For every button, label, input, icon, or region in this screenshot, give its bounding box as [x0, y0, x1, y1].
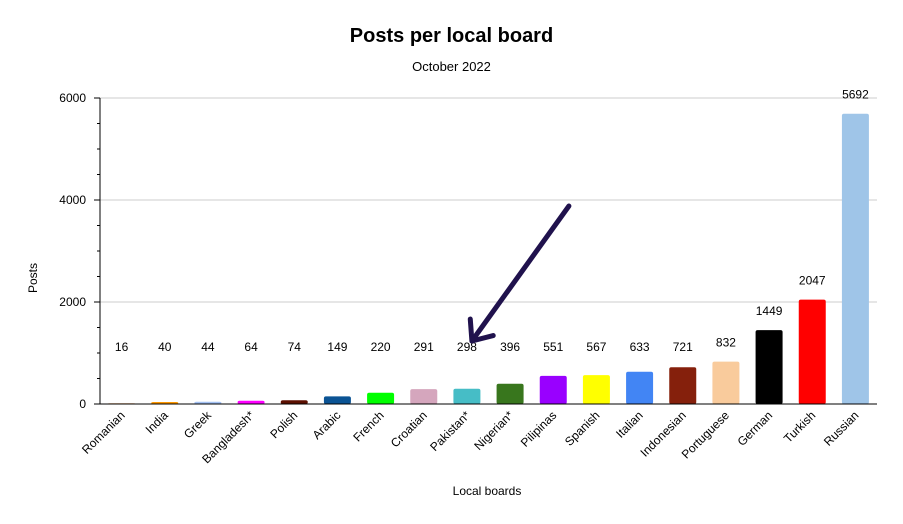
bar	[367, 392, 395, 404]
gridlines	[100, 97, 877, 303]
data-label: 149	[327, 340, 347, 354]
bar	[237, 400, 265, 404]
x-tick-label: Pilipinas	[518, 408, 560, 450]
bar	[669, 367, 697, 404]
bar	[539, 375, 567, 404]
y-tick-label: 2000	[59, 295, 86, 309]
data-label: 291	[414, 340, 434, 354]
bar	[151, 401, 179, 404]
x-axis-title: Local boards	[453, 484, 522, 498]
x-tick-label: German	[735, 408, 776, 449]
bar	[280, 400, 308, 404]
data-label: 633	[630, 340, 650, 354]
x-tick-label: India	[143, 408, 172, 437]
data-label: 567	[586, 340, 606, 354]
x-tick-label: Spanish	[562, 408, 603, 449]
data-label: 5692	[842, 88, 869, 102]
x-tick-label: Turkish	[781, 408, 818, 445]
y-tick-label: 6000	[59, 91, 86, 105]
x-tick-label: Nigerian*	[471, 408, 516, 453]
x-tick-label: Polish	[267, 408, 300, 441]
x-tick-label: Romanian	[79, 408, 128, 457]
x-tick-label: Italian	[613, 408, 646, 441]
annotation-arrow-shaft	[469, 203, 572, 344]
x-tick-label: Pakistan*	[427, 408, 473, 454]
chart-title: Posts per local board	[349, 25, 554, 47]
bar	[194, 401, 222, 404]
y-tick-label: 4000	[59, 193, 86, 207]
bar	[755, 330, 783, 404]
bar	[841, 113, 869, 404]
chart-subtitle: October 2022	[412, 59, 491, 74]
bars: 16 40 44 64 74 149 220 291 298 396 551 567 633 721 832…	[108, 88, 869, 404]
data-label: 64	[244, 340, 258, 354]
data-label: 16	[115, 340, 129, 354]
annotation-layer	[467, 203, 572, 344]
bar	[496, 383, 524, 404]
data-label: 832	[716, 336, 736, 350]
x-tick-label: Croatian	[388, 408, 430, 450]
bar	[712, 361, 740, 404]
data-label: 44	[201, 340, 215, 354]
data-label: 396	[500, 340, 520, 354]
bar	[582, 375, 610, 404]
bar	[626, 371, 654, 404]
bar	[410, 389, 438, 404]
data-label: 40	[158, 340, 172, 354]
data-label: 298	[457, 340, 477, 354]
annotation-arrow-head	[467, 316, 496, 344]
data-label: 551	[543, 340, 563, 354]
data-label: 721	[673, 340, 693, 354]
data-label: 74	[288, 340, 302, 354]
data-label: 2047	[799, 274, 826, 288]
x-tick-label: Arabic	[310, 408, 344, 442]
bar	[323, 396, 351, 404]
bar	[798, 299, 826, 404]
data-label: 1449	[756, 304, 783, 318]
x-tick-label: French	[350, 408, 386, 444]
x-tick-label: Greek	[181, 408, 215, 442]
y-tick-label: 0	[79, 397, 86, 411]
y-axis-title: Posts	[26, 263, 40, 293]
x-tick-label: Russian	[821, 408, 862, 449]
bar	[453, 388, 481, 404]
data-label: 220	[371, 340, 391, 354]
